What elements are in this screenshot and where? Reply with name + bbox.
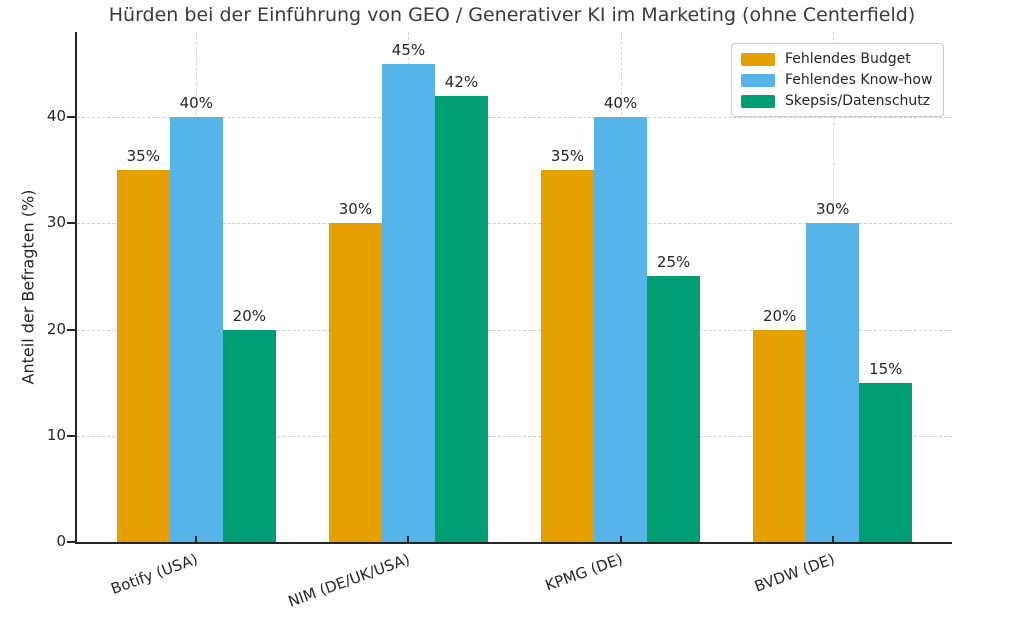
bar-skepsis-datenschutz: [434, 95, 488, 542]
x-axis-tick: [195, 536, 198, 542]
bar-value-label: 35%: [126, 147, 160, 166]
y-axis-tick: [67, 328, 75, 331]
gridline-horizontal: [77, 223, 952, 225]
bar-fehlendes-budget: [541, 170, 595, 542]
bar-fehlendes-know-how: [169, 117, 223, 542]
bar-value-label: 15%: [869, 359, 903, 378]
y-tick-label: 40: [46, 107, 66, 125]
legend-swatch-icon: [741, 73, 775, 87]
x-tick-label: Botify (USA): [108, 550, 201, 599]
x-tick-label: KPMG (DE): [542, 550, 625, 595]
bar-fehlendes-budget: [328, 223, 382, 542]
plot-area: 35% 40% 20% 30% 45% 42% 35% 40% 25% 20% 30% 15%: [75, 32, 952, 544]
bar-skepsis-datenschutz: [647, 276, 701, 542]
bar-skepsis-datenschutz: [859, 382, 913, 542]
y-axis-tick: [67, 541, 75, 543]
legend: Fehlendes Budget Fehlendes Know-how Skepsi…: [731, 43, 945, 117]
bar-value-label: 40%: [179, 94, 213, 112]
bar-value-label: 35%: [550, 147, 585, 166]
gridline-horizontal: [77, 117, 952, 118]
y-axis-tick: [67, 222, 75, 225]
bar-fehlendes-know-how: [381, 63, 435, 542]
x-tick-label: BVDW (DE): [751, 550, 837, 596]
bar-fehlendes-budget: [116, 170, 170, 542]
gridline-horizontal: [77, 435, 952, 437]
y-tick-label: 30: [46, 213, 66, 232]
x-axis-tick: [619, 536, 622, 542]
bar-fehlendes-budget: [753, 329, 807, 542]
legend-item: Skepsis/Datenschutz: [741, 93, 932, 109]
bar-value-label: 40%: [603, 94, 638, 112]
bar-value-label: 30%: [338, 200, 373, 219]
x-axis-tick: [831, 536, 834, 542]
y-tick-label: 0: [56, 532, 66, 550]
bar-value-label: 25%: [656, 253, 691, 272]
y-tick-label: 20: [46, 319, 66, 338]
chart-title: Hürden bei der Einführung von GEO / Gene…: [108, 4, 916, 26]
bar-value-label: 42%: [444, 72, 479, 91]
bar-skepsis-datenschutz: [222, 329, 276, 542]
bar-value-label: 20%: [762, 306, 797, 325]
y-axis-tick: [67, 434, 75, 437]
legend-label: Fehlendes Budget: [785, 51, 911, 67]
legend-label: Skepsis/Datenschutz: [785, 93, 931, 109]
y-tick-label: 10: [46, 425, 66, 444]
bar-fehlendes-know-how: [806, 223, 860, 542]
legend-item: Fehlendes Budget: [741, 51, 932, 67]
bar-value-label: 30%: [816, 200, 850, 219]
bar-value-label: 20%: [232, 306, 267, 325]
x-tick-label: NIM (DE/UK/USA): [286, 550, 413, 611]
legend-item: Fehlendes Know-how: [741, 72, 932, 88]
legend-label: Fehlendes Know-how: [785, 72, 933, 88]
legend-swatch-icon: [741, 52, 775, 66]
gridline-horizontal: [77, 329, 952, 331]
y-axis-tick: [67, 116, 75, 118]
bar-fehlendes-know-how: [594, 117, 648, 542]
x-axis-tick: [407, 536, 410, 542]
legend-swatch-icon: [741, 94, 775, 108]
bar-value-label: 45%: [391, 40, 426, 59]
